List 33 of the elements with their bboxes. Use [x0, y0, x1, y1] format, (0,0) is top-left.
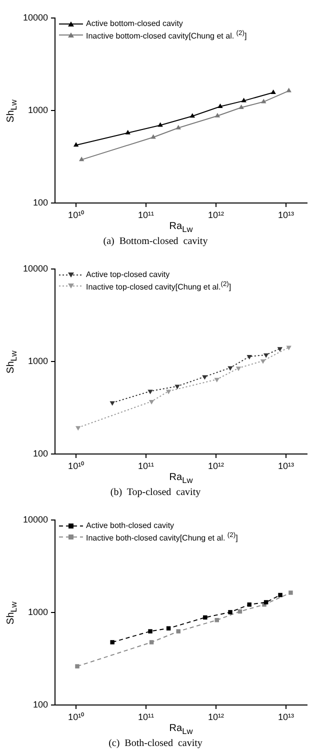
x-tick-label: 10¹³ [278, 460, 294, 471]
x-tick-label: 10¹¹ [138, 712, 154, 722]
y-tick-label: 10000 [22, 12, 48, 22]
x-tick-label: 10¹³ [278, 210, 294, 220]
y-tick-label: 100 [32, 699, 48, 710]
y-tick-label: 1000 [28, 356, 48, 366]
legend-label: Inactive both-closed cavity[Chung et al. $^{(2)}$] [86, 531, 238, 544]
x-tick-label: 10¹⁰ [68, 210, 84, 220]
y-tick-label: 1000 [28, 606, 48, 617]
x-tick-label: 10¹¹ [138, 460, 154, 471]
text: (a) Bottom-closed cavity [103, 236, 208, 247]
legend-label: Active top-closed cavity [86, 270, 170, 280]
text: (b) Top-closed cavity [110, 487, 201, 498]
legend-label: Inactive top-closed cavity[Chung et al.$^{(2)}$] [86, 280, 232, 293]
y-tick-label: 10000 [22, 514, 48, 524]
y-tick-label: 1000 [28, 104, 48, 115]
x-axis-title: Ra$_{Lw}$ [169, 723, 193, 736]
x-tick-label: 10¹⁰ [68, 712, 84, 722]
y-tick-label: 100 [32, 448, 48, 458]
x-axis-title: Ra$_{Lw}$ [169, 472, 193, 485]
x-tick-label: 10¹² [208, 210, 224, 220]
x-tick-label: 10¹¹ [138, 210, 154, 220]
y-tick-label: 10000 [22, 263, 48, 274]
text: (c) Both-closed cavity [108, 738, 202, 749]
x-tick-label: 10¹³ [278, 712, 294, 722]
x-tick-label: 10¹⁰ [68, 460, 84, 471]
x-tick-label: 10¹² [208, 460, 224, 471]
legend-label: Active bottom-closed cavity [86, 19, 183, 29]
legend-label: Active both-closed cavity [86, 521, 174, 531]
y-tick-label: 100 [32, 197, 48, 208]
legend-label: Inactive bottom-closed cavity[Chung et al. $^{(2)}$] [86, 29, 247, 42]
x-axis-title: Ra$_{Lw}$ [169, 221, 193, 234]
x-tick-label: 10¹² [208, 712, 224, 722]
